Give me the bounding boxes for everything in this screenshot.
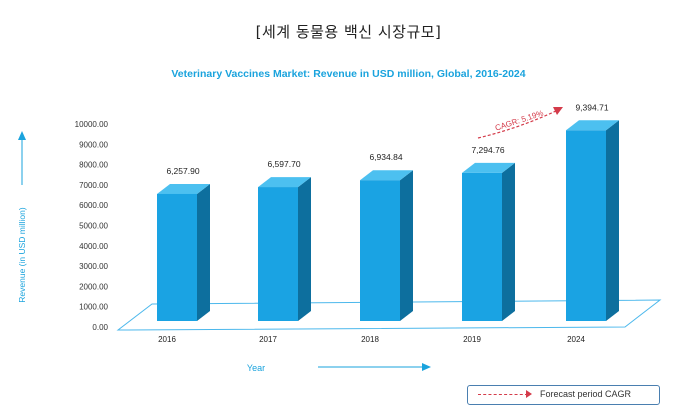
x-tick-label: 2018 <box>361 335 379 344</box>
y-tick-label: 7000.00 <box>79 181 108 190</box>
legend-arrow-icon <box>526 390 532 398</box>
bar-side <box>400 170 413 321</box>
y-tick-label: 9000.00 <box>79 140 108 149</box>
y-tick-label: 2000.00 <box>79 282 108 291</box>
y-tick-label: 6000.00 <box>79 201 108 210</box>
bar-side <box>606 120 619 321</box>
bar <box>566 130 606 321</box>
bar-top <box>157 183 210 194</box>
y-tick-label: 0.00 <box>92 323 108 332</box>
x-axis-label: Year <box>247 363 265 373</box>
bar <box>258 187 298 321</box>
data-label: 7,294.76 <box>471 145 504 155</box>
x-axis-arrow-icon <box>422 363 431 371</box>
bar-side <box>197 183 210 321</box>
y-tick-label: 10000.00 <box>75 120 109 129</box>
y-tick-label: 5000.00 <box>79 222 108 231</box>
page-title: [세계 동물용 백신 시장규모] <box>255 23 442 41</box>
y-tick-label: 1000.00 <box>79 303 108 312</box>
y-axis-label: Revenue (in USD million) <box>17 207 27 303</box>
bar <box>157 193 197 321</box>
x-tick-label: 2017 <box>259 335 277 344</box>
cagr-arrow-icon <box>553 107 563 115</box>
data-label: 6,257.90 <box>166 166 199 176</box>
legend-label: Forecast period CAGR <box>540 389 632 399</box>
chart-title: Veterinary Vaccines Market: Revenue in U… <box>171 68 526 80</box>
y-axis-arrow-icon <box>18 131 26 140</box>
bar <box>360 180 400 321</box>
bar-side <box>298 177 311 321</box>
y-tick-label: 8000.00 <box>79 161 108 170</box>
bar-top <box>258 177 311 188</box>
legend-dashed-line <box>478 394 528 395</box>
legend: Forecast period CAGR <box>467 385 660 405</box>
y-tick-label: 4000.00 <box>79 242 108 251</box>
bar-top <box>566 120 619 131</box>
x-tick-label: 2024 <box>567 335 585 344</box>
cagr-label: CAGR: 5.19% <box>494 109 545 133</box>
y-tick-label: 3000.00 <box>79 262 108 271</box>
data-label: 6,934.84 <box>369 152 402 162</box>
bar-top <box>360 170 413 181</box>
cagr-dashed-arrow-line <box>477 109 559 139</box>
bar-top <box>462 162 515 173</box>
data-label: 6,597.70 <box>267 159 300 169</box>
data-label: 9,394.71 <box>575 102 608 112</box>
bar <box>462 172 502 321</box>
x-tick-label: 2016 <box>158 335 176 344</box>
x-tick-label: 2019 <box>463 335 481 344</box>
bar-side <box>502 162 515 321</box>
